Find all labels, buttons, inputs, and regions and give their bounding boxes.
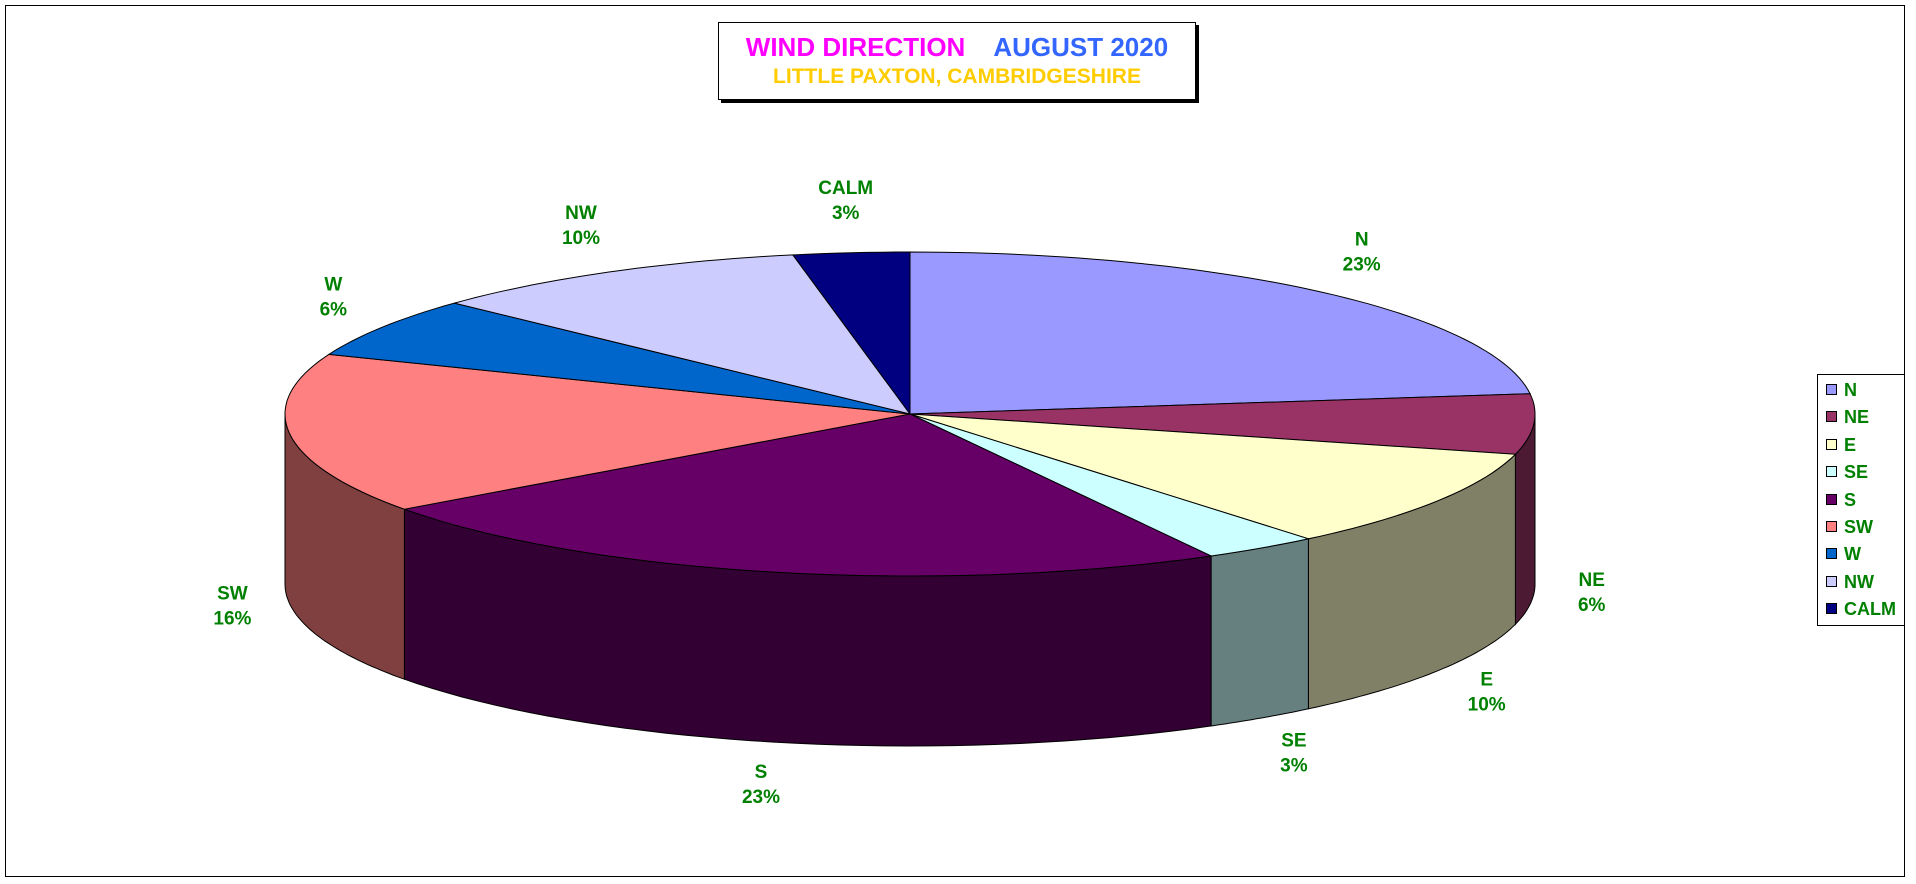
data-label-n-category: N: [1355, 230, 1369, 251]
legend-swatch: [1826, 603, 1837, 615]
legend-swatch: [1826, 493, 1837, 505]
legend-swatch: [1826, 466, 1837, 478]
data-label-calm-percent: 3%: [832, 203, 860, 224]
legend-item-w: W: [1818, 542, 1904, 566]
legend-item-se: SE: [1818, 460, 1904, 484]
legend-swatch: [1826, 575, 1837, 587]
legend-item-sw: SW: [1818, 515, 1904, 539]
data-labels: N 23% NE 6% E 10% SE 3% S 23% SW 16% W 6% NW 10% CALM 3%: [213, 178, 1605, 808]
legend-item-s: S: [1818, 488, 1904, 512]
data-label-w-percent: 6%: [320, 300, 348, 321]
chart-title-main: WIND DIRECTION: [745, 32, 966, 62]
pie-slice-n: [909, 251, 1531, 415]
data-label-sw-percent: 16%: [213, 608, 251, 629]
legend-label: W: [1844, 544, 1861, 565]
data-label-s-percent: 23%: [742, 787, 780, 808]
data-label-w-category: W: [324, 275, 342, 296]
legend-swatch: [1826, 548, 1837, 560]
data-label-nw-category: NW: [565, 203, 597, 224]
chart-title: WIND DIRECTION AUGUST 2020: [719, 32, 1195, 62]
data-label-s-category: S: [755, 762, 768, 783]
legend-item-calm: CALM: [1818, 597, 1904, 621]
chart-title-date: AUGUST 2020: [993, 32, 1169, 62]
legend-label: S: [1844, 489, 1857, 510]
pie-slice-calm: [791, 251, 911, 416]
data-label-nw-percent: 10%: [562, 228, 600, 249]
legend-item-nw: NW: [1818, 570, 1904, 594]
legend-item-e: E: [1818, 433, 1904, 457]
data-label-e-category: E: [1480, 670, 1493, 691]
legend-label: NE: [1844, 407, 1870, 428]
pie-slice-ne: [909, 393, 1536, 455]
pie-sides: [284, 413, 1536, 747]
legend-label: NW: [1844, 571, 1874, 592]
pie-slice-se: [909, 413, 1311, 557]
pie-top: [284, 251, 1536, 577]
data-label-sw-category: SW: [217, 583, 248, 604]
legend-swatch: [1826, 521, 1837, 532]
data-label-e-percent: 10%: [1468, 695, 1506, 716]
pie-slice-w: [327, 302, 911, 415]
pie-side-se: [1210, 538, 1309, 727]
legend-label: SE: [1844, 462, 1869, 483]
data-label-n-percent: 23%: [1343, 255, 1381, 276]
chart-subtitle: LITTLE PAXTON, CAMBRIDGESHIRE: [773, 65, 1141, 88]
legend-swatch: [1826, 384, 1837, 395]
data-label-ne-percent: 6%: [1578, 595, 1606, 616]
pie-slice-nw: [454, 254, 912, 415]
legend: N NE E SE S SW W NW CALM: [1817, 374, 1905, 626]
legend-swatch: [1826, 411, 1837, 423]
chart-title-box: WIND DIRECTION AUGUST 2020 LITTLE PAXTON,…: [718, 22, 1196, 100]
data-label-se-category: SE: [1281, 731, 1306, 752]
legend-item-ne: NE: [1818, 405, 1904, 429]
legend-item-n: N: [1818, 378, 1904, 402]
pie-slice-sw: [284, 353, 911, 510]
pie-slice-s: [402, 413, 1213, 577]
data-label-se-percent: 3%: [1280, 756, 1308, 777]
legend-label: SW: [1844, 517, 1873, 537]
legend-label: N: [1844, 380, 1857, 400]
legend-label: E: [1844, 434, 1857, 455]
legend-swatch: [1826, 438, 1837, 450]
pie-slice-e: [909, 413, 1517, 540]
legend-label: CALM: [1844, 599, 1896, 620]
data-label-ne-category: NE: [1578, 570, 1604, 591]
data-label-calm-category: CALM: [818, 178, 873, 199]
